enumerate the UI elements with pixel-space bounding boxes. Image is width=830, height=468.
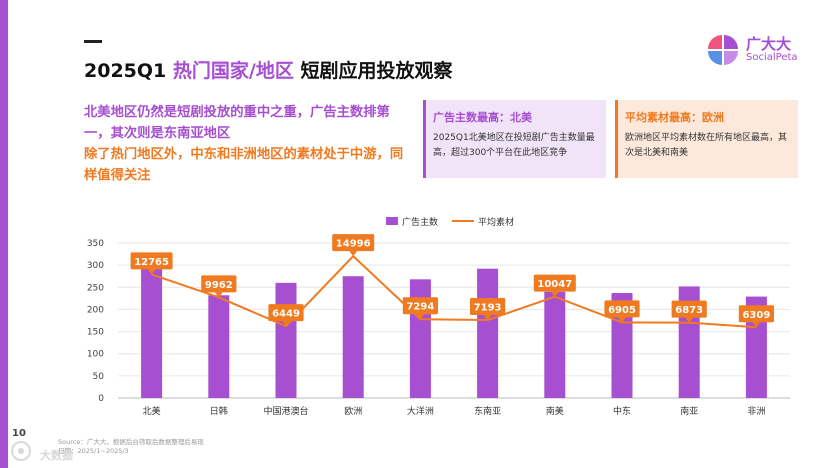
y-tick-label: 50 (93, 372, 105, 382)
data-label: 6449 (272, 309, 300, 320)
bar (275, 282, 297, 398)
title-highlight: 热门国家/地区 (172, 60, 294, 82)
legend-label: 广告主数 (402, 216, 438, 228)
y-tick-label: 100 (87, 350, 104, 360)
bar (208, 295, 230, 398)
watermark-logo-icon (11, 441, 31, 461)
y-tick-label: 250 (87, 283, 104, 293)
data-label-box (470, 298, 506, 316)
data-label-pointer (282, 321, 290, 327)
side-accent-bar (0, 0, 8, 468)
y-tick-label: 200 (87, 305, 104, 315)
data-label: 6873 (675, 305, 703, 316)
data-label-pointer (685, 317, 694, 323)
footer-source-text: Source：广大大，根据后台筛取后数据整理后易现 (58, 438, 204, 446)
data-label-box (268, 304, 304, 322)
data-label-box (332, 234, 375, 252)
x-tick-label: 日韩 (210, 405, 228, 417)
page-number: 10 (12, 428, 26, 439)
data-label: 12765 (134, 257, 169, 268)
data-label: 7294 (406, 302, 434, 313)
x-tick-label: 中国港澳台 (263, 405, 308, 417)
x-tick-label: 大洋洲 (407, 405, 434, 417)
data-label: 9962 (205, 280, 233, 291)
logo-name: 广大大 (746, 35, 792, 53)
title-rest: 短剧应用投放观察 (300, 60, 453, 82)
bar (544, 291, 566, 398)
summary-line-1: 北美地区仍然是短剧投放的重中之重，广告主数排第一，其次则是东南亚地区 (84, 105, 390, 141)
data-label-box (738, 305, 774, 323)
page-title: 2025Q1 热门国家/地区 短剧应用投放观察 (84, 56, 452, 83)
logo-subtitle: SocialPeta (746, 52, 798, 63)
x-tick-label: 中东 (613, 405, 631, 417)
bar (409, 279, 431, 398)
x-tick-label: 北美 (143, 405, 161, 417)
card-text: 欧洲地区平均素材数在所有地区最高，其次是北美和南美 (625, 133, 788, 158)
card-title: 平均素材最高：欧洲 (625, 111, 724, 124)
bar (141, 258, 163, 398)
data-label: 6905 (608, 305, 636, 316)
y-tick-label: 300 (87, 261, 104, 271)
data-label-box (671, 300, 707, 318)
y-tick-label: 0 (98, 394, 104, 404)
data-label: 14996 (336, 239, 371, 250)
info-card-advertisers: 广告主数最高：北美 2025Q1北美地区在投短剧广告主数量最高，超过300个平台… (423, 100, 606, 178)
footer-period-text: 日期：2025/1~2025/3 (58, 447, 129, 455)
y-tick-label: 150 (87, 328, 104, 338)
data-label: 10047 (537, 279, 572, 290)
card-text: 2025Q1北美地区在投短剧广告主数量最高，超过300个平台在此地区竞争 (433, 133, 595, 158)
logo: 广大大 SocialPeta (706, 33, 806, 67)
data-label-box (402, 297, 438, 315)
data-label-pointer (550, 291, 559, 297)
x-tick-label: 非洲 (747, 405, 765, 417)
data-label-box (201, 275, 237, 293)
bar (477, 268, 499, 398)
data-label-pointer (349, 251, 358, 257)
data-label-pointer (483, 315, 492, 321)
watermark-text: 大数据 (40, 449, 73, 462)
x-tick-label: 南亚 (680, 405, 698, 417)
legend-swatch-bar (386, 217, 398, 225)
info-card-creatives: 平均素材最高：欧洲 欧洲地区平均素材数在所有地区最高，其次是北美和南美 (615, 100, 798, 178)
footer-source: Source：广大大，根据后台筛取后数据整理后易现 日期：2025/1~2025… (58, 438, 204, 456)
data-label-pointer (416, 314, 425, 320)
data-label-pointer (214, 292, 223, 298)
data-label-box (604, 300, 640, 318)
legend-label: 平均素材 (478, 216, 514, 228)
data-label-pointer (752, 322, 761, 328)
title-dash (84, 40, 102, 43)
y-tick-label: 350 (87, 239, 104, 249)
summary-text: 北美地区仍然是短剧投放的重中之重，广告主数排第一，其次则是东南亚地区 除了热门地… (84, 102, 406, 186)
bar (342, 276, 364, 398)
title-year: 2025Q1 (84, 60, 167, 82)
card-title: 广告主数最高：北美 (433, 111, 532, 124)
x-tick-label: 南美 (546, 405, 564, 417)
data-label-pointer (147, 269, 156, 275)
x-tick-label: 欧洲 (344, 405, 362, 417)
data-label: 6309 (742, 310, 770, 321)
series-line (151, 254, 757, 329)
summary-line-2: 除了热门地区外，中东和非洲地区的素材处于中游，同样值得关注 (84, 147, 404, 183)
bar (611, 293, 633, 398)
data-label: 7193 (474, 303, 502, 314)
logo-icon (708, 35, 738, 65)
data-label-box (533, 274, 576, 292)
data-label-box (130, 252, 173, 270)
data-label-pointer (618, 317, 626, 323)
x-tick-label: 东南亚 (474, 405, 501, 417)
